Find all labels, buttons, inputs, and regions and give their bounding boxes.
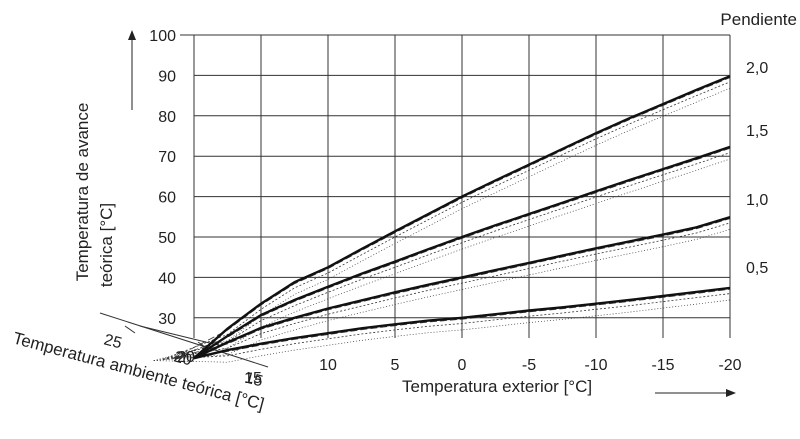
slope-label: 1,0 [746,192,768,209]
series-line [193,216,731,360]
x-tick-label: -20 [718,357,741,374]
curve-variant-dotted [163,293,731,360]
x-tick-label: 10 [319,357,337,374]
curve-variant-dashed [172,218,731,359]
curve-variant-fine-dotted [153,158,731,361]
y-tick-label: 80 [158,109,176,126]
y-tick-label: 50 [158,230,176,247]
room-temperature-tick-label: 20 [172,348,194,369]
y-tick-label: 60 [158,190,176,207]
curve-variant-dotted [163,81,731,360]
x-tick-label: 0 [458,357,467,374]
axes [99,30,736,397]
room-temperature-cross-line [139,325,223,347]
curve-variant-dashed [172,288,731,359]
x-tick-label: 15 [244,370,262,387]
series-line [193,75,731,360]
x-tick-label: -15 [651,357,674,374]
grid [194,34,731,338]
curve-variant-fine-dotted [153,87,731,361]
slope-label: 0,5 [746,260,768,277]
curve-variant-fine-dotted [153,228,731,361]
y-tick-label: 30 [158,311,176,328]
curve-variant-fine-dotted [153,299,731,363]
y-axis-title-line2: teórica [°C] [97,203,116,287]
x-tick-label: -5 [522,357,536,374]
x-axis-title: Temperatura exterior [°C] [402,377,592,396]
room-temperature-axis [99,312,269,368]
slope-header: Pendiente [720,10,797,29]
x-tick-label: 5 [391,357,400,374]
y-axis-title-line1: Temperatura de avance [73,103,92,282]
y-tick-label: 40 [158,270,176,287]
slope-label: 1,5 [746,123,768,140]
slope-label: 2,0 [746,60,768,77]
curve-variant-dashed [172,77,731,359]
series-line [193,145,731,360]
curve-variant-dotted [163,152,731,360]
room-temperature-tick [124,325,136,334]
plot-lines [153,75,731,363]
series-line [193,286,731,360]
x-tick-label: -10 [584,357,607,374]
room-temperature-tick-label: 15 [243,369,265,390]
x-tick-label: 20 [177,349,195,366]
curve-variant-dotted [163,222,731,360]
y-tick-label: 100 [149,28,176,45]
y-tick-label: 70 [158,149,176,166]
y-axis-arrow-head [128,30,136,40]
room-temperature-tick-label: 25 [102,331,124,352]
x-axis-arrow-head [726,389,736,397]
y-tick-label: 90 [158,68,176,85]
curve-variant-dashed [172,147,731,359]
